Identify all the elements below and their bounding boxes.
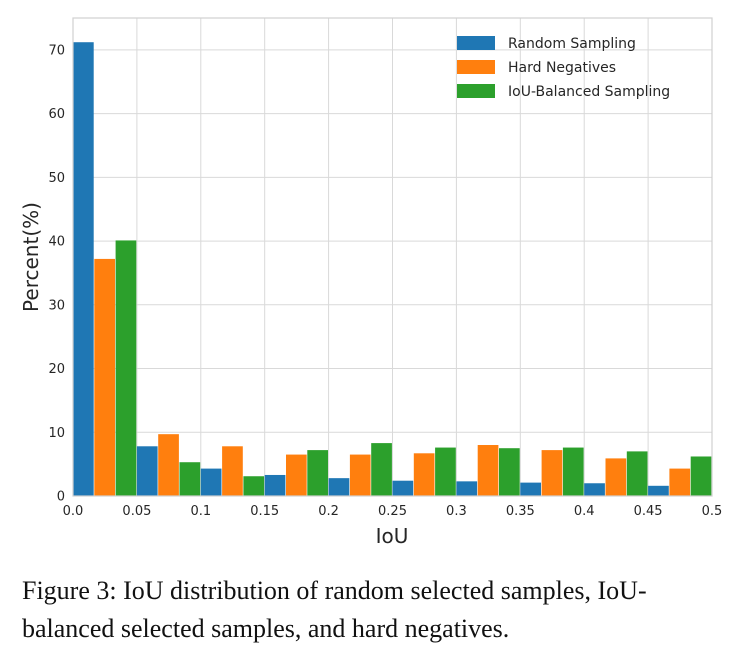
legend-label: Random Sampling <box>508 36 636 52</box>
x-tick-label: 0.4 <box>574 504 595 519</box>
bar-hard-negatives-bin-9 <box>669 468 691 496</box>
y-tick-label: 0 <box>57 490 65 505</box>
legend-swatch <box>457 60 495 74</box>
x-tick-label: 0.35 <box>506 504 535 519</box>
legend: Random Sampling Hard Negatives IoU-Balance… <box>457 36 670 100</box>
x-tick-label: 0.25 <box>378 504 407 519</box>
plot-frame <box>72 17 713 497</box>
y-tick-label: 60 <box>48 107 65 122</box>
bar-iou-balanced-sampling-bin-0 <box>115 240 137 496</box>
y-tick-label: 20 <box>48 362 65 377</box>
x-axis-label: IoU <box>376 524 409 548</box>
bar-iou-balanced-sampling-bin-8 <box>626 451 648 496</box>
bar-hard-negatives-bin-3 <box>286 454 307 496</box>
bar-random-sampling-bin-4 <box>328 478 350 496</box>
bar-random-sampling-bin-7 <box>520 482 541 496</box>
bar-hard-negatives-bin-1 <box>158 434 179 496</box>
legend-swatch <box>457 36 495 50</box>
bar-iou-balanced-sampling-bin-3 <box>307 450 328 496</box>
x-tick-label: 0.15 <box>250 504 279 519</box>
bar-random-sampling-bin-0 <box>73 42 94 497</box>
bar-hard-negatives-bin-5 <box>413 453 435 496</box>
x-tick-label: 0.5 <box>702 504 723 519</box>
y-axis-label: Percent(%) <box>19 202 43 312</box>
iou-distribution-chart: 0.0 0.05 0.1 0.15 0.2 0.25 0.3 0.35 0.4 0.45 0.5 0… <box>19 17 723 548</box>
y-tick-label: 70 <box>48 43 65 58</box>
x-tick-label: 0.05 <box>122 504 151 519</box>
bar-random-sampling-bin-9 <box>648 485 669 496</box>
bar-hard-negatives-bin-0 <box>94 258 115 496</box>
bars <box>73 42 712 497</box>
bar-iou-balanced-sampling-bin-9 <box>690 456 712 496</box>
bar-random-sampling-bin-3 <box>264 474 286 496</box>
x-tick-label: 0.3 <box>446 504 467 519</box>
x-tick-label: 0.45 <box>634 504 663 519</box>
figure-caption: Figure 3: IoU distribution of random sel… <box>22 576 647 643</box>
y-tick-label: 40 <box>48 235 65 250</box>
bar-random-sampling-bin-5 <box>392 480 414 496</box>
bar-iou-balanced-sampling-bin-2 <box>243 476 265 496</box>
bar-hard-negatives-bin-8 <box>605 458 627 496</box>
legend-label: IoU-Balanced Sampling <box>508 84 670 100</box>
bar-random-sampling-bin-6 <box>456 481 478 496</box>
bar-iou-balanced-sampling-bin-5 <box>435 447 456 496</box>
bar-iou-balanced-sampling-bin-1 <box>179 462 201 496</box>
bar-iou-balanced-sampling-bin-7 <box>562 447 584 496</box>
y-tick-label: 10 <box>48 426 65 441</box>
y-tick-label: 50 <box>48 171 65 186</box>
bar-random-sampling-bin-2 <box>200 468 222 496</box>
bar-iou-balanced-sampling-bin-4 <box>371 443 392 496</box>
legend-swatch <box>457 84 495 98</box>
x-tick-labels: 0.0 0.05 0.1 0.15 0.2 0.25 0.3 0.35 0.4 0.45 0.5 <box>63 504 723 519</box>
x-tick-label: 0.0 <box>63 504 84 519</box>
bar-hard-negatives-bin-6 <box>477 445 499 496</box>
bar-iou-balanced-sampling-bin-6 <box>499 448 520 496</box>
bar-hard-negatives-bin-7 <box>541 450 563 496</box>
y-tick-labels: 0 10 20 30 40 50 60 70 <box>48 43 65 504</box>
x-tick-label: 0.1 <box>190 504 211 519</box>
bar-hard-negatives-bin-4 <box>349 454 371 496</box>
bar-random-sampling-bin-8 <box>584 483 605 496</box>
bar-random-sampling-bin-1 <box>136 446 158 496</box>
legend-label: Hard Negatives <box>508 60 616 76</box>
y-tick-label: 30 <box>48 298 65 313</box>
x-tick-label: 0.2 <box>318 504 339 519</box>
bar-hard-negatives-bin-2 <box>222 446 243 496</box>
